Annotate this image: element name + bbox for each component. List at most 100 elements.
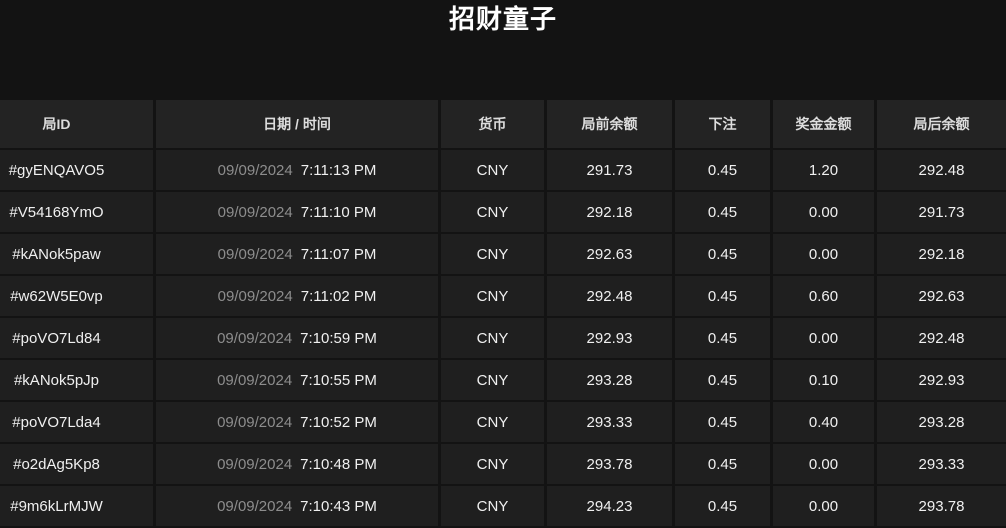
cell-round-id: #poVO7Ld84 [0, 318, 156, 360]
date-text: 09/09/2024 [217, 413, 293, 431]
cell-currency: CNY [441, 402, 547, 444]
cell-prize: 0.00 [773, 444, 877, 486]
date-text: 09/09/2024 [217, 203, 293, 221]
time-text: 7:10:59 PM [300, 329, 377, 347]
cell-currency: CNY [441, 486, 547, 528]
cell-bet: 0.45 [675, 150, 773, 192]
column-header-bet: 下注 [675, 100, 773, 150]
page-title: 招财童子 [448, 4, 557, 34]
cell-currency: CNY [441, 360, 547, 402]
cell-prize: 1.20 [773, 150, 877, 192]
table-row: #w62W5E0vp 09/09/2024 7:11:02 PM CNY 292.48 0… [0, 276, 1006, 318]
table-body: #gyENQAVO5 09/09/2024 7:11:13 PM CNY 291.73 0… [0, 150, 1006, 528]
column-header-currency: 货币 [441, 100, 547, 150]
cell-datetime: 09/09/2024 7:11:02 PM [156, 276, 441, 318]
cell-balance-after: 291.73 [877, 192, 1006, 234]
cell-prize: 0.00 [773, 192, 877, 234]
cell-bet: 0.45 [675, 276, 773, 318]
cell-prize: 0.40 [773, 402, 877, 444]
column-header-round_id: 局ID [0, 100, 156, 150]
cell-currency: CNY [441, 192, 547, 234]
time-text: 7:10:52 PM [300, 413, 377, 431]
cell-datetime: 09/09/2024 7:10:48 PM [156, 444, 441, 486]
cell-balance-after: 293.33 [877, 444, 1006, 486]
cell-prize: 0.60 [773, 276, 877, 318]
cell-round-id: #9m6kLrMJW [0, 486, 156, 528]
cell-prize: 0.10 [773, 360, 877, 402]
cell-datetime: 09/09/2024 7:10:52 PM [156, 402, 441, 444]
cell-round-id: #w62W5E0vp [0, 276, 156, 318]
table-row: #poVO7Ld84 09/09/2024 7:10:59 PM CNY 292.93 0… [0, 318, 1006, 360]
cell-currency: CNY [441, 276, 547, 318]
cell-currency: CNY [441, 444, 547, 486]
cell-datetime: 09/09/2024 7:11:07 PM [156, 234, 441, 276]
cell-datetime: 09/09/2024 7:11:10 PM [156, 192, 441, 234]
table-row: #kANok5paw 09/09/2024 7:11:07 PM CNY 292.63 0… [0, 234, 1006, 276]
table-header-row: 局ID 日期 / 时间 货币 局前余额 下注 奖金金额 局后余额 [0, 100, 1006, 150]
cell-bet: 0.45 [675, 486, 773, 528]
time-text: 7:11:10 PM [300, 203, 377, 221]
column-header-prize: 奖金金额 [773, 100, 877, 150]
column-header-balance_after: 局后余额 [877, 100, 1006, 150]
time-text: 7:10:43 PM [300, 497, 377, 515]
cell-prize: 0.00 [773, 486, 877, 528]
cell-bet: 0.45 [675, 318, 773, 360]
date-text: 09/09/2024 [217, 371, 293, 389]
cell-balance-before: 292.18 [547, 192, 675, 234]
cell-balance-before: 293.33 [547, 402, 675, 444]
game-history-table: 局ID 日期 / 时间 货币 局前余额 下注 奖金金额 局后余额 #gyENQAVO5 09/… [0, 100, 1006, 528]
cell-round-id: #poVO7Lda4 [0, 402, 156, 444]
cell-bet: 0.45 [675, 444, 773, 486]
cell-prize: 0.00 [773, 318, 877, 360]
cell-balance-before: 292.48 [547, 276, 675, 318]
cell-balance-after: 292.48 [877, 150, 1006, 192]
cell-round-id: #gyENQAVO5 [0, 150, 156, 192]
cell-round-id: #V54168YmO [0, 192, 156, 234]
cell-datetime: 09/09/2024 7:11:13 PM [156, 150, 441, 192]
time-text: 7:11:07 PM [300, 245, 377, 263]
cell-balance-before: 292.93 [547, 318, 675, 360]
cell-balance-before: 291.73 [547, 150, 675, 192]
cell-datetime: 09/09/2024 7:10:55 PM [156, 360, 441, 402]
date-text: 09/09/2024 [217, 245, 293, 263]
cell-balance-before: 293.78 [547, 444, 675, 486]
date-text: 09/09/2024 [217, 287, 293, 305]
time-text: 7:11:02 PM [300, 287, 377, 305]
cell-balance-before: 293.28 [547, 360, 675, 402]
cell-currency: CNY [441, 150, 547, 192]
table-row: #gyENQAVO5 09/09/2024 7:11:13 PM CNY 291.73 0… [0, 150, 1006, 192]
cell-currency: CNY [441, 318, 547, 360]
cell-bet: 0.45 [675, 402, 773, 444]
cell-datetime: 09/09/2024 7:10:43 PM [156, 486, 441, 528]
time-text: 7:11:13 PM [300, 161, 377, 179]
time-text: 7:10:55 PM [300, 371, 377, 389]
cell-balance-after: 293.78 [877, 486, 1006, 528]
date-text: 09/09/2024 [217, 455, 293, 473]
date-text: 09/09/2024 [217, 329, 293, 347]
table-row: #kANok5pJp 09/09/2024 7:10:55 PM CNY 293.28 0… [0, 360, 1006, 402]
page-header: 招财童子 [0, 0, 1006, 100]
date-text: 09/09/2024 [217, 497, 293, 515]
cell-datetime: 09/09/2024 7:10:59 PM [156, 318, 441, 360]
column-header-balance_before: 局前余额 [547, 100, 675, 150]
cell-bet: 0.45 [675, 234, 773, 276]
table-row: #V54168YmO 09/09/2024 7:11:10 PM CNY 292.18 0… [0, 192, 1006, 234]
time-text: 7:10:48 PM [300, 455, 377, 473]
cell-balance-after: 292.48 [877, 318, 1006, 360]
table-row: #9m6kLrMJW 09/09/2024 7:10:43 PM CNY 294.23 0… [0, 486, 1006, 528]
cell-round-id: #kANok5paw [0, 234, 156, 276]
date-text: 09/09/2024 [217, 161, 293, 179]
cell-prize: 0.00 [773, 234, 877, 276]
cell-balance-before: 294.23 [547, 486, 675, 528]
cell-balance-after: 292.18 [877, 234, 1006, 276]
cell-currency: CNY [441, 234, 547, 276]
column-header-datetime: 日期 / 时间 [156, 100, 441, 150]
cell-round-id: #o2dAg5Kp8 [0, 444, 156, 486]
table-row: #o2dAg5Kp8 09/09/2024 7:10:48 PM CNY 293.78 0… [0, 444, 1006, 486]
cell-bet: 0.45 [675, 360, 773, 402]
cell-balance-after: 292.63 [877, 276, 1006, 318]
table-row: #poVO7Lda4 09/09/2024 7:10:52 PM CNY 293.33 0… [0, 402, 1006, 444]
cell-bet: 0.45 [675, 192, 773, 234]
cell-balance-after: 293.28 [877, 402, 1006, 444]
cell-balance-after: 292.93 [877, 360, 1006, 402]
